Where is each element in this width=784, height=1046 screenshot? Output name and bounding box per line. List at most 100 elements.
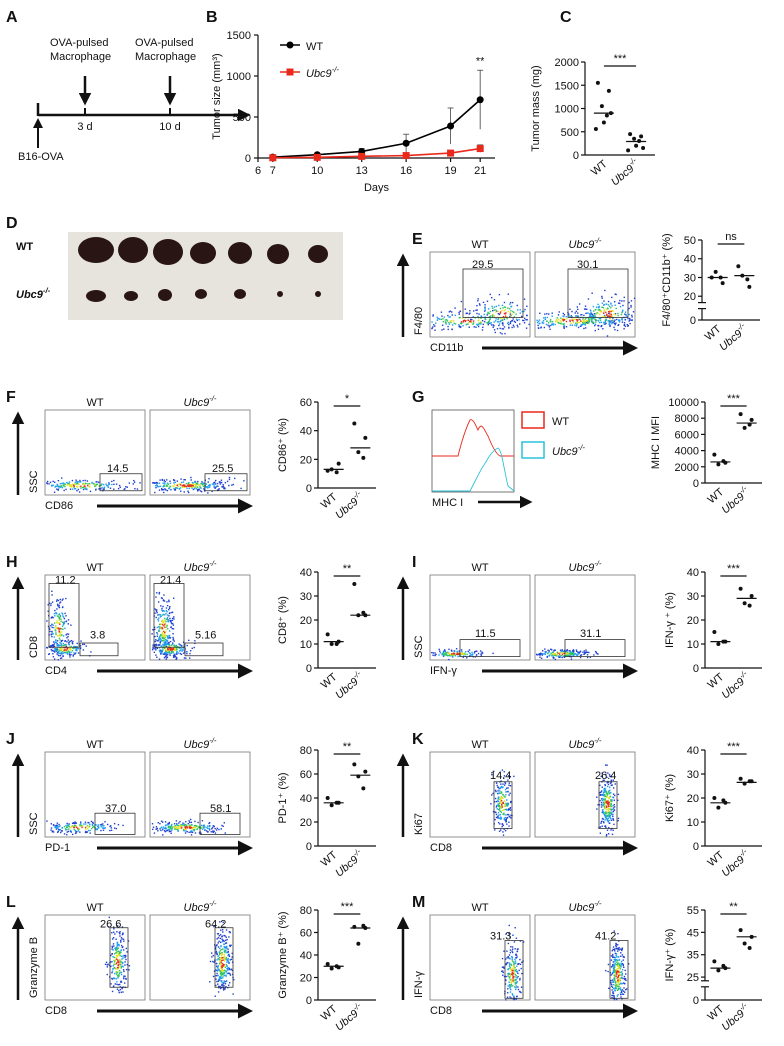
flow-event — [508, 307, 511, 310]
flow-event — [58, 618, 61, 621]
flow-event — [512, 318, 514, 320]
flow-event — [196, 825, 198, 827]
flow-event — [115, 956, 117, 959]
flow-event — [624, 319, 627, 321]
flow-event — [180, 826, 183, 829]
flow-event — [536, 653, 538, 656]
y-axis-label: Tumor size (mm³) — [211, 53, 223, 139]
flow-event — [603, 821, 605, 824]
flow-event — [504, 805, 507, 807]
flow-event — [157, 644, 160, 646]
flow-event — [513, 995, 515, 998]
flow-event — [191, 484, 193, 487]
flow-event — [159, 623, 161, 626]
data-point — [712, 796, 717, 800]
flow-event — [160, 820, 163, 822]
flow-event — [550, 648, 552, 650]
marker — [313, 153, 321, 161]
flow-event — [577, 316, 580, 318]
flow-event — [559, 322, 562, 325]
flow-event — [503, 805, 505, 808]
flow-event — [228, 478, 231, 481]
flow-event — [201, 828, 204, 830]
flow-event — [177, 485, 180, 488]
flow-event — [630, 304, 632, 307]
flow-event — [215, 965, 218, 967]
flow-event — [46, 820, 48, 822]
gate-value: 64.2 — [205, 919, 226, 931]
flow-event — [107, 963, 109, 965]
flow-event — [121, 933, 124, 936]
flow-event — [58, 604, 60, 607]
flow-event — [610, 805, 613, 808]
flow-event — [496, 310, 498, 312]
flow-event — [109, 487, 112, 489]
flow-event — [79, 821, 82, 823]
tumor — [118, 237, 148, 263]
column-header: Ubc9-/- — [184, 394, 217, 409]
flow-event — [221, 955, 223, 957]
flow-event — [168, 487, 170, 490]
legend-label: Ubc9-/- — [306, 65, 339, 80]
flow-event — [193, 646, 195, 649]
flow-event — [467, 323, 469, 325]
flow-event — [633, 297, 636, 300]
y-tick-label: 0 — [693, 663, 699, 675]
flow-event — [174, 488, 177, 490]
flow-event — [100, 829, 102, 832]
flow-event — [220, 481, 223, 484]
flow-event — [160, 829, 162, 832]
flow-event — [622, 990, 625, 992]
flow-event — [227, 951, 229, 953]
gate — [609, 940, 629, 999]
flow-event — [58, 617, 60, 620]
flow-event — [472, 322, 475, 324]
flow-event — [213, 483, 215, 485]
flow-event — [507, 779, 509, 781]
flow-event — [115, 968, 117, 970]
flow-event — [100, 484, 102, 486]
flow-event — [67, 830, 69, 833]
flow-event — [475, 309, 477, 311]
flow-event — [115, 952, 117, 954]
flow-event — [612, 321, 614, 324]
flow-event — [116, 959, 119, 961]
flow-event — [499, 311, 502, 313]
flow-event — [615, 953, 618, 955]
flow-event — [182, 647, 184, 649]
flow-event — [122, 957, 124, 959]
flow-event — [593, 313, 596, 315]
flow-event — [221, 824, 223, 827]
flow-event — [113, 479, 115, 482]
flow-event — [613, 799, 615, 801]
flow-event — [161, 821, 164, 823]
flow-event — [219, 977, 222, 980]
flow-event — [208, 477, 210, 480]
flow-event — [489, 316, 491, 318]
flow-event — [611, 305, 613, 307]
flow-event — [508, 775, 510, 777]
flow-event — [86, 825, 89, 827]
flow-event — [612, 981, 614, 983]
flow-event — [168, 826, 171, 828]
flow-event — [200, 490, 203, 493]
flow-event — [160, 651, 162, 654]
flow-event — [598, 308, 600, 311]
flow-event — [509, 807, 511, 809]
data-point — [325, 632, 330, 637]
flow-event — [208, 486, 210, 488]
flow-event — [217, 946, 220, 948]
flow-event — [219, 952, 222, 955]
flow-event — [166, 624, 168, 627]
flow-event — [555, 320, 557, 322]
flow-event — [158, 614, 161, 616]
flow-event — [556, 317, 558, 319]
flow-event — [166, 482, 169, 484]
flow-event — [195, 482, 197, 484]
flow-event — [74, 821, 76, 823]
flow-event — [613, 313, 615, 315]
flow-event — [607, 814, 609, 817]
flow-event — [222, 984, 224, 986]
flow-event — [111, 948, 113, 950]
flow-event — [603, 798, 606, 800]
